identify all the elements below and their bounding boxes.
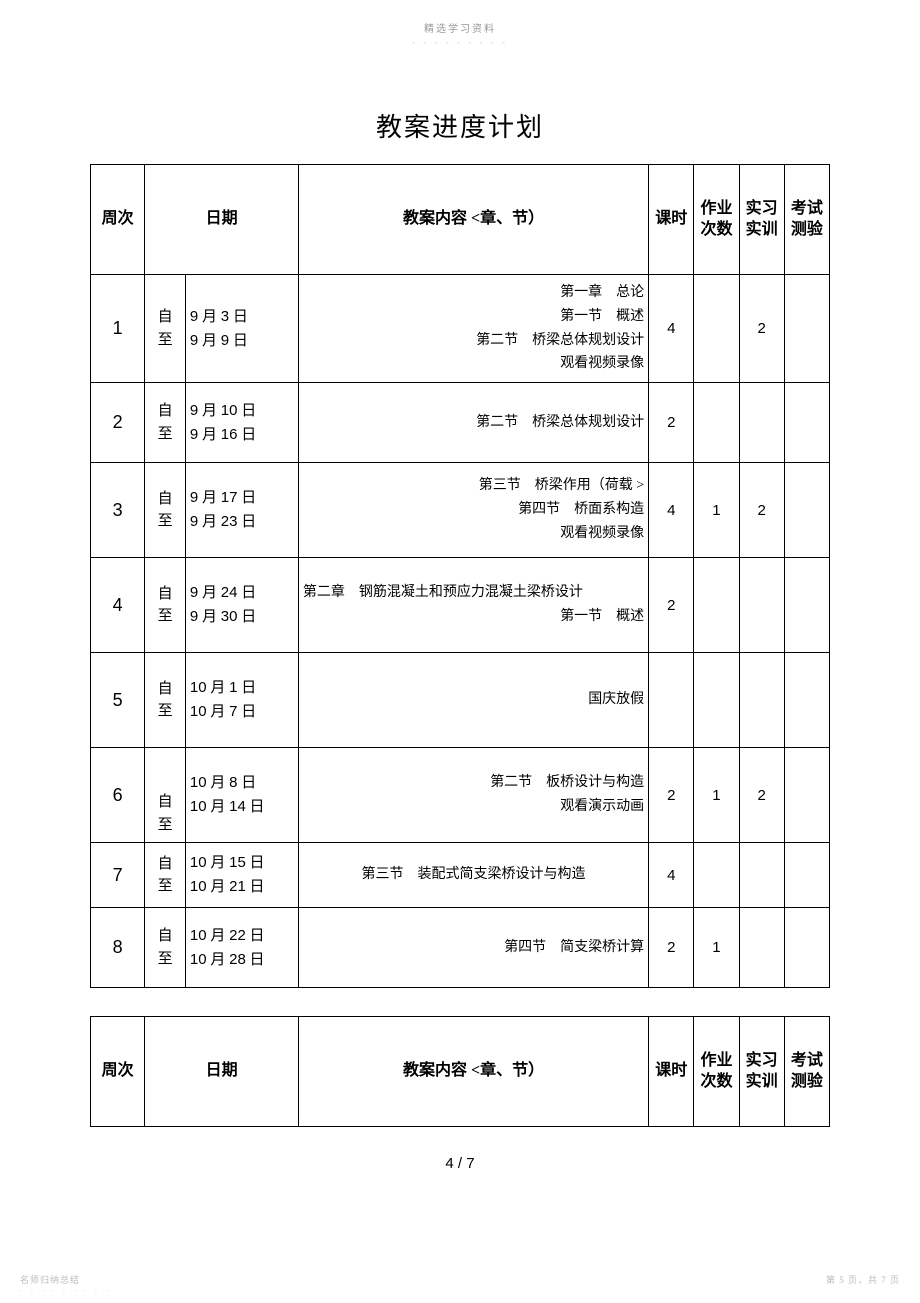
exam-cell <box>784 748 829 843</box>
col-content-header: 教案内容 <章、节） <box>298 165 648 275</box>
schedule-table-1: 周次 日期 教案内容 <章、节） 课时 作业次数 实习实训 考试测验 1自至9 … <box>90 164 830 988</box>
col-hours-header: 课时 <box>649 165 694 275</box>
exam-cell <box>784 463 829 558</box>
table-row: 8自至10 月 22 日10 月 28 日第四节 简支梁桥计算21 <box>91 908 830 988</box>
lesson-content: 第三节 桥梁作用（荷载 >第四节 桥面系构造观看视频录像 <box>298 463 648 558</box>
col-week-header: 周次 <box>91 1017 145 1127</box>
table-row: 2自至9 月 10 日9 月 16 日第二节 桥梁总体规划设计2 <box>91 383 830 463</box>
from-to-label: 自至 <box>145 653 186 748</box>
from-to-label: 自至 <box>145 748 186 843</box>
footer-right: 第 5 页，共 7 页 <box>826 1273 900 1286</box>
doc-header: 精选学习资料 <box>90 20 830 35</box>
hours-cell: 2 <box>649 558 694 653</box>
table-header-row: 周次 日期 教案内容 <章、节） 课时 作业次数 实习实训 考试测验 <box>91 165 830 275</box>
date-range: 9 月 17 日9 月 23 日 <box>185 463 298 558</box>
homework-cell <box>694 558 739 653</box>
homework-cell: 1 <box>694 908 739 988</box>
lesson-content: 第二章 钢筋混凝土和预应力混凝土梁桥设计第一节 概述 <box>298 558 648 653</box>
hours-cell: 4 <box>649 843 694 908</box>
week-number: 7 <box>91 843 145 908</box>
col-week-header: 周次 <box>91 165 145 275</box>
hours-cell: 4 <box>649 275 694 383</box>
exam-cell <box>784 908 829 988</box>
lab-cell <box>739 843 784 908</box>
date-range: 10 月 22 日10 月 28 日 <box>185 908 298 988</box>
lesson-content: 第一章 总论第一节 概述第二节 桥梁总体规划设计观看视频录像 <box>298 275 648 383</box>
exam-cell <box>784 843 829 908</box>
from-to-label: 自至 <box>145 843 186 908</box>
page-title: 教案进度计划 <box>90 107 830 144</box>
date-range: 10 月 15 日10 月 21 日 <box>185 843 298 908</box>
lab-cell: 2 <box>739 463 784 558</box>
homework-cell: 1 <box>694 463 739 558</box>
week-number: 5 <box>91 653 145 748</box>
hours-cell: 4 <box>649 463 694 558</box>
table-row: 3自至9 月 17 日9 月 23 日第三节 桥梁作用（荷载 >第四节 桥面系构… <box>91 463 830 558</box>
week-number: 6 <box>91 748 145 843</box>
table-row: 6自至10 月 8 日10 月 14 日第二节 板桥设计与构造观看演示动画212 <box>91 748 830 843</box>
footer-left: 名师归纳总结 <box>20 1273 80 1286</box>
col-exam-header: 考试测验 <box>784 1017 829 1127</box>
lab-cell: 2 <box>739 275 784 383</box>
col-date-header: 日期 <box>145 165 299 275</box>
doc-header-dashes: - - - - - - - - - <box>90 37 830 47</box>
from-to-label: 自至 <box>145 463 186 558</box>
date-range: 9 月 24 日9 月 30 日 <box>185 558 298 653</box>
date-range: 10 月 1 日10 月 7 日 <box>185 653 298 748</box>
date-range: 9 月 10 日9 月 16 日 <box>185 383 298 463</box>
col-hours-header: 课时 <box>649 1017 694 1127</box>
col-lab-header: 实习实训 <box>739 165 784 275</box>
lab-cell: 2 <box>739 748 784 843</box>
week-number: 4 <box>91 558 145 653</box>
from-to-label: 自至 <box>145 275 186 383</box>
date-range: 9 月 3 日9 月 9 日 <box>185 275 298 383</box>
col-lab-header: 实习实训 <box>739 1017 784 1127</box>
from-to-label: 自至 <box>145 558 186 653</box>
page-number: 4 / 7 <box>90 1155 830 1172</box>
lesson-content: 第二节 桥梁总体规划设计 <box>298 383 648 463</box>
lab-cell <box>739 908 784 988</box>
col-date-header: 日期 <box>145 1017 299 1127</box>
from-to-label: 自至 <box>145 908 186 988</box>
homework-cell: 1 <box>694 748 739 843</box>
table-row: 4自至9 月 24 日9 月 30 日第二章 钢筋混凝土和预应力混凝土梁桥设计第… <box>91 558 830 653</box>
exam-cell <box>784 383 829 463</box>
date-range: 10 月 8 日10 月 14 日 <box>185 748 298 843</box>
exam-cell <box>784 653 829 748</box>
table-row: 5自至10 月 1 日10 月 7 日国庆放假 <box>91 653 830 748</box>
week-number: 8 <box>91 908 145 988</box>
hours-cell: 2 <box>649 383 694 463</box>
schedule-table-2: 周次 日期 教案内容 <章、节） 课时 作业次数 实习实训 考试测验 <box>90 1016 830 1127</box>
lab-cell <box>739 558 784 653</box>
hours-cell: 2 <box>649 908 694 988</box>
col-homework-header: 作业次数 <box>694 1017 739 1127</box>
lab-cell <box>739 653 784 748</box>
lab-cell <box>739 383 784 463</box>
homework-cell <box>694 383 739 463</box>
week-number: 2 <box>91 383 145 463</box>
lesson-content: 第二节 板桥设计与构造观看演示动画 <box>298 748 648 843</box>
footer-dashes: - - - - - - - - - <box>20 1286 900 1295</box>
from-to-label: 自至 <box>145 383 186 463</box>
col-content-header: 教案内容 <章、节） <box>298 1017 648 1127</box>
col-exam-header: 考试测验 <box>784 165 829 275</box>
table-row: 7自至10 月 15 日10 月 21 日第三节 装配式简支梁桥设计与构造4 <box>91 843 830 908</box>
hours-cell: 2 <box>649 748 694 843</box>
table-row: 1自至9 月 3 日9 月 9 日第一章 总论第一节 概述第二节 桥梁总体规划设… <box>91 275 830 383</box>
exam-cell <box>784 275 829 383</box>
homework-cell <box>694 843 739 908</box>
hours-cell <box>649 653 694 748</box>
col-homework-header: 作业次数 <box>694 165 739 275</box>
exam-cell <box>784 558 829 653</box>
week-number: 1 <box>91 275 145 383</box>
homework-cell <box>694 275 739 383</box>
table-header-row: 周次 日期 教案内容 <章、节） 课时 作业次数 实习实训 考试测验 <box>91 1017 830 1127</box>
lesson-content: 第四节 简支梁桥计算 <box>298 908 648 988</box>
lesson-content: 国庆放假 <box>298 653 648 748</box>
homework-cell <box>694 653 739 748</box>
page-footer: 名师归纳总结 第 5 页，共 7 页 - - - - - - - - - <box>20 1273 900 1295</box>
lesson-content: 第三节 装配式简支梁桥设计与构造 <box>298 843 648 908</box>
week-number: 3 <box>91 463 145 558</box>
